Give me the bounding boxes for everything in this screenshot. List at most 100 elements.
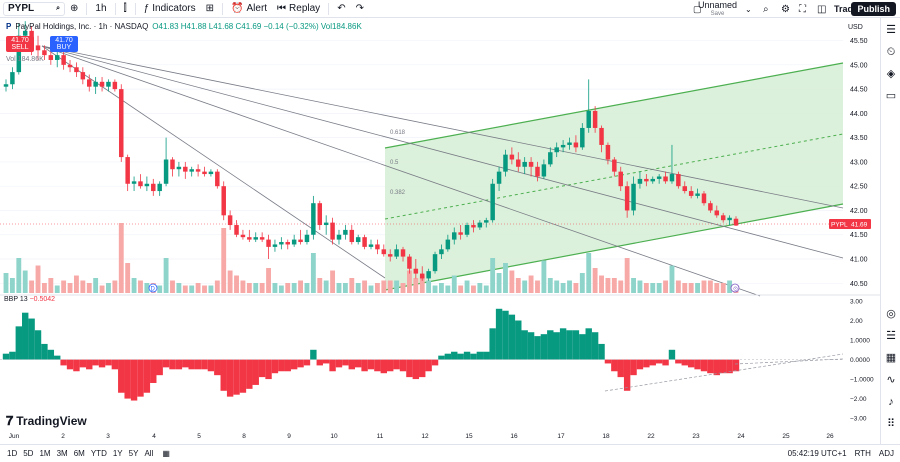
calendar-icon[interactable]: ▦ xyxy=(885,352,897,364)
layout-menu-button[interactable]: ⌄ xyxy=(740,0,757,18)
symbol-search[interactable]: PYPL ⌕ xyxy=(3,1,65,16)
timeframe-option[interactable]: YTD xyxy=(90,449,107,458)
timeframe-button[interactable]: 1h xyxy=(90,0,111,18)
volume-bar xyxy=(547,278,553,293)
candle-body xyxy=(375,244,380,250)
chat-icon[interactable]: ▭ xyxy=(885,90,897,102)
bbp-bar xyxy=(444,353,452,360)
layers-icon[interactable]: ◈ xyxy=(886,68,896,80)
timeframe-option[interactable]: 3M xyxy=(56,449,68,458)
snapshot-button[interactable]: ◫ xyxy=(812,0,831,18)
pulse-icon[interactable]: ∿ xyxy=(886,374,896,386)
apps-icon[interactable]: ⠿ xyxy=(886,418,896,430)
bbp-bar xyxy=(406,359,413,378)
time-tick: 18 xyxy=(602,433,610,440)
timeframe-option[interactable]: All xyxy=(144,449,154,458)
time-tick: 15 xyxy=(465,433,473,440)
redo-button[interactable]: ↷ xyxy=(351,0,369,18)
session-toggle[interactable]: RTH xyxy=(854,449,871,458)
bbp-bar xyxy=(92,359,99,366)
search-icon: ⌕ xyxy=(56,4,60,12)
volume-bar xyxy=(490,258,496,293)
search-icon: ⌕ xyxy=(763,3,769,15)
volume-bar xyxy=(106,283,111,293)
bbp-bar xyxy=(201,359,208,370)
symbol-label: PYPL xyxy=(8,3,35,14)
bbp-axis[interactable]: 3.00 2.00 1.0000 0.0000 −1.0000 −2.00 −3.00 xyxy=(850,298,874,422)
chart-type-button[interactable]: ⫿ xyxy=(119,0,132,18)
paypal-logo-icon: P xyxy=(6,22,12,31)
timeframe-option[interactable]: 1D xyxy=(7,449,18,458)
settings-button[interactable]: ⚙ xyxy=(776,0,795,18)
undo-button[interactable]: ↶ xyxy=(332,0,350,18)
bbp-bar xyxy=(66,359,74,370)
volume-bar xyxy=(643,283,649,293)
candle-body xyxy=(291,239,297,245)
trade-button[interactable]: Trade xyxy=(834,2,858,16)
candles-icon: ⫿ xyxy=(123,3,127,14)
candle-body xyxy=(676,174,681,187)
price-axis[interactable]: 45.50 45.00 44.50 44.00 43.50 43.00 42.50 42.00… xyxy=(850,38,868,288)
bbp-bar xyxy=(22,312,29,360)
bbp-tick: 2.00 xyxy=(850,318,863,325)
volume-bar xyxy=(138,280,143,293)
volume-bar xyxy=(342,283,348,293)
timeframe-option[interactable]: 6M xyxy=(73,449,85,458)
candle-body xyxy=(464,225,470,235)
notification-icon[interactable]: ♪ xyxy=(888,396,894,408)
candle-body xyxy=(35,45,41,51)
layouts-button[interactable]: ⊞ xyxy=(201,0,219,18)
target-icon[interactable]: ◎ xyxy=(886,308,896,320)
layout-name-button[interactable]: Unnamed Save xyxy=(698,1,737,19)
time-tick: 4 xyxy=(152,433,156,440)
volume-bar xyxy=(362,280,368,293)
bbp-bar xyxy=(169,359,176,370)
candle-body xyxy=(285,242,290,245)
dividend-marker-label: D xyxy=(151,287,156,293)
volume-bar xyxy=(214,280,220,293)
alerts-icon[interactable]: ⏲ xyxy=(886,46,896,58)
gann-fan-lines xyxy=(41,45,844,297)
bbp-bar xyxy=(111,359,119,370)
replay-button[interactable]: ⏮ Replay xyxy=(272,0,325,18)
publish-button[interactable]: Publish xyxy=(851,2,896,16)
timeframe-option[interactable]: 5Y xyxy=(128,449,139,458)
chart-area[interactable]: 0.618 0.5 0.382 45.50 45.00 44.50 44.00 43.5… xyxy=(0,18,880,444)
alarm-icon: ⏰ xyxy=(231,3,244,14)
buy-button[interactable]: 41.70 BUY xyxy=(50,36,78,52)
clock[interactable]: 05:42:19 UTC+1 xyxy=(787,449,847,458)
news-icon[interactable]: ☱ xyxy=(886,330,896,342)
right-toolbar: ☰ ⏲ ◈ ▭ ◎ ☱ ▦ ∿ ♪ ⠿ xyxy=(880,18,900,444)
add-symbol-button[interactable]: ⊕ xyxy=(65,0,83,18)
volume-bar xyxy=(605,278,611,293)
bbp-bar xyxy=(540,334,548,360)
volume-bar xyxy=(560,283,566,293)
layout-icon-button[interactable]: ▢ xyxy=(688,0,707,18)
volume-bar xyxy=(22,270,28,293)
candle-body xyxy=(67,64,73,68)
dividend-marker-icon[interactable] xyxy=(148,283,158,293)
candle-body xyxy=(208,171,214,175)
timeframe-option[interactable]: 1Y xyxy=(112,449,123,458)
quick-search-button[interactable]: ⌕ xyxy=(758,0,774,18)
volume-bar xyxy=(618,280,624,293)
plus-icon: ⊕ xyxy=(70,3,79,14)
tradingview-logo-icon: 𝟕 xyxy=(6,413,14,428)
fullscreen-button[interactable]: ⛶ xyxy=(794,0,811,18)
calendar-range-icon[interactable]: ▦ xyxy=(162,449,170,458)
volume-bar xyxy=(419,275,425,293)
earnings-marker-icon[interactable] xyxy=(730,283,740,293)
volume-bar xyxy=(471,285,476,293)
volume-bar xyxy=(714,283,720,293)
time-axis[interactable]: Jun 2 3 4 5 8 9 10 11 12 15 16 17 18 22 23 24 25 26 xyxy=(9,433,834,440)
candle-body xyxy=(157,183,162,192)
bbp-bar xyxy=(617,359,624,378)
sell-button[interactable]: 41.70 SELL xyxy=(6,36,34,52)
indicators-button[interactable]: ƒ Indicators xyxy=(139,0,201,18)
timeframe-label: 1h xyxy=(95,3,107,14)
watchlist-icon[interactable]: ☰ xyxy=(886,24,896,36)
timeframe-option[interactable]: 5D xyxy=(23,449,34,458)
adjustment-toggle[interactable]: ADJ xyxy=(878,449,894,458)
alert-button[interactable]: ⏰ Alert xyxy=(226,0,272,18)
timeframe-option[interactable]: 1M xyxy=(39,449,51,458)
